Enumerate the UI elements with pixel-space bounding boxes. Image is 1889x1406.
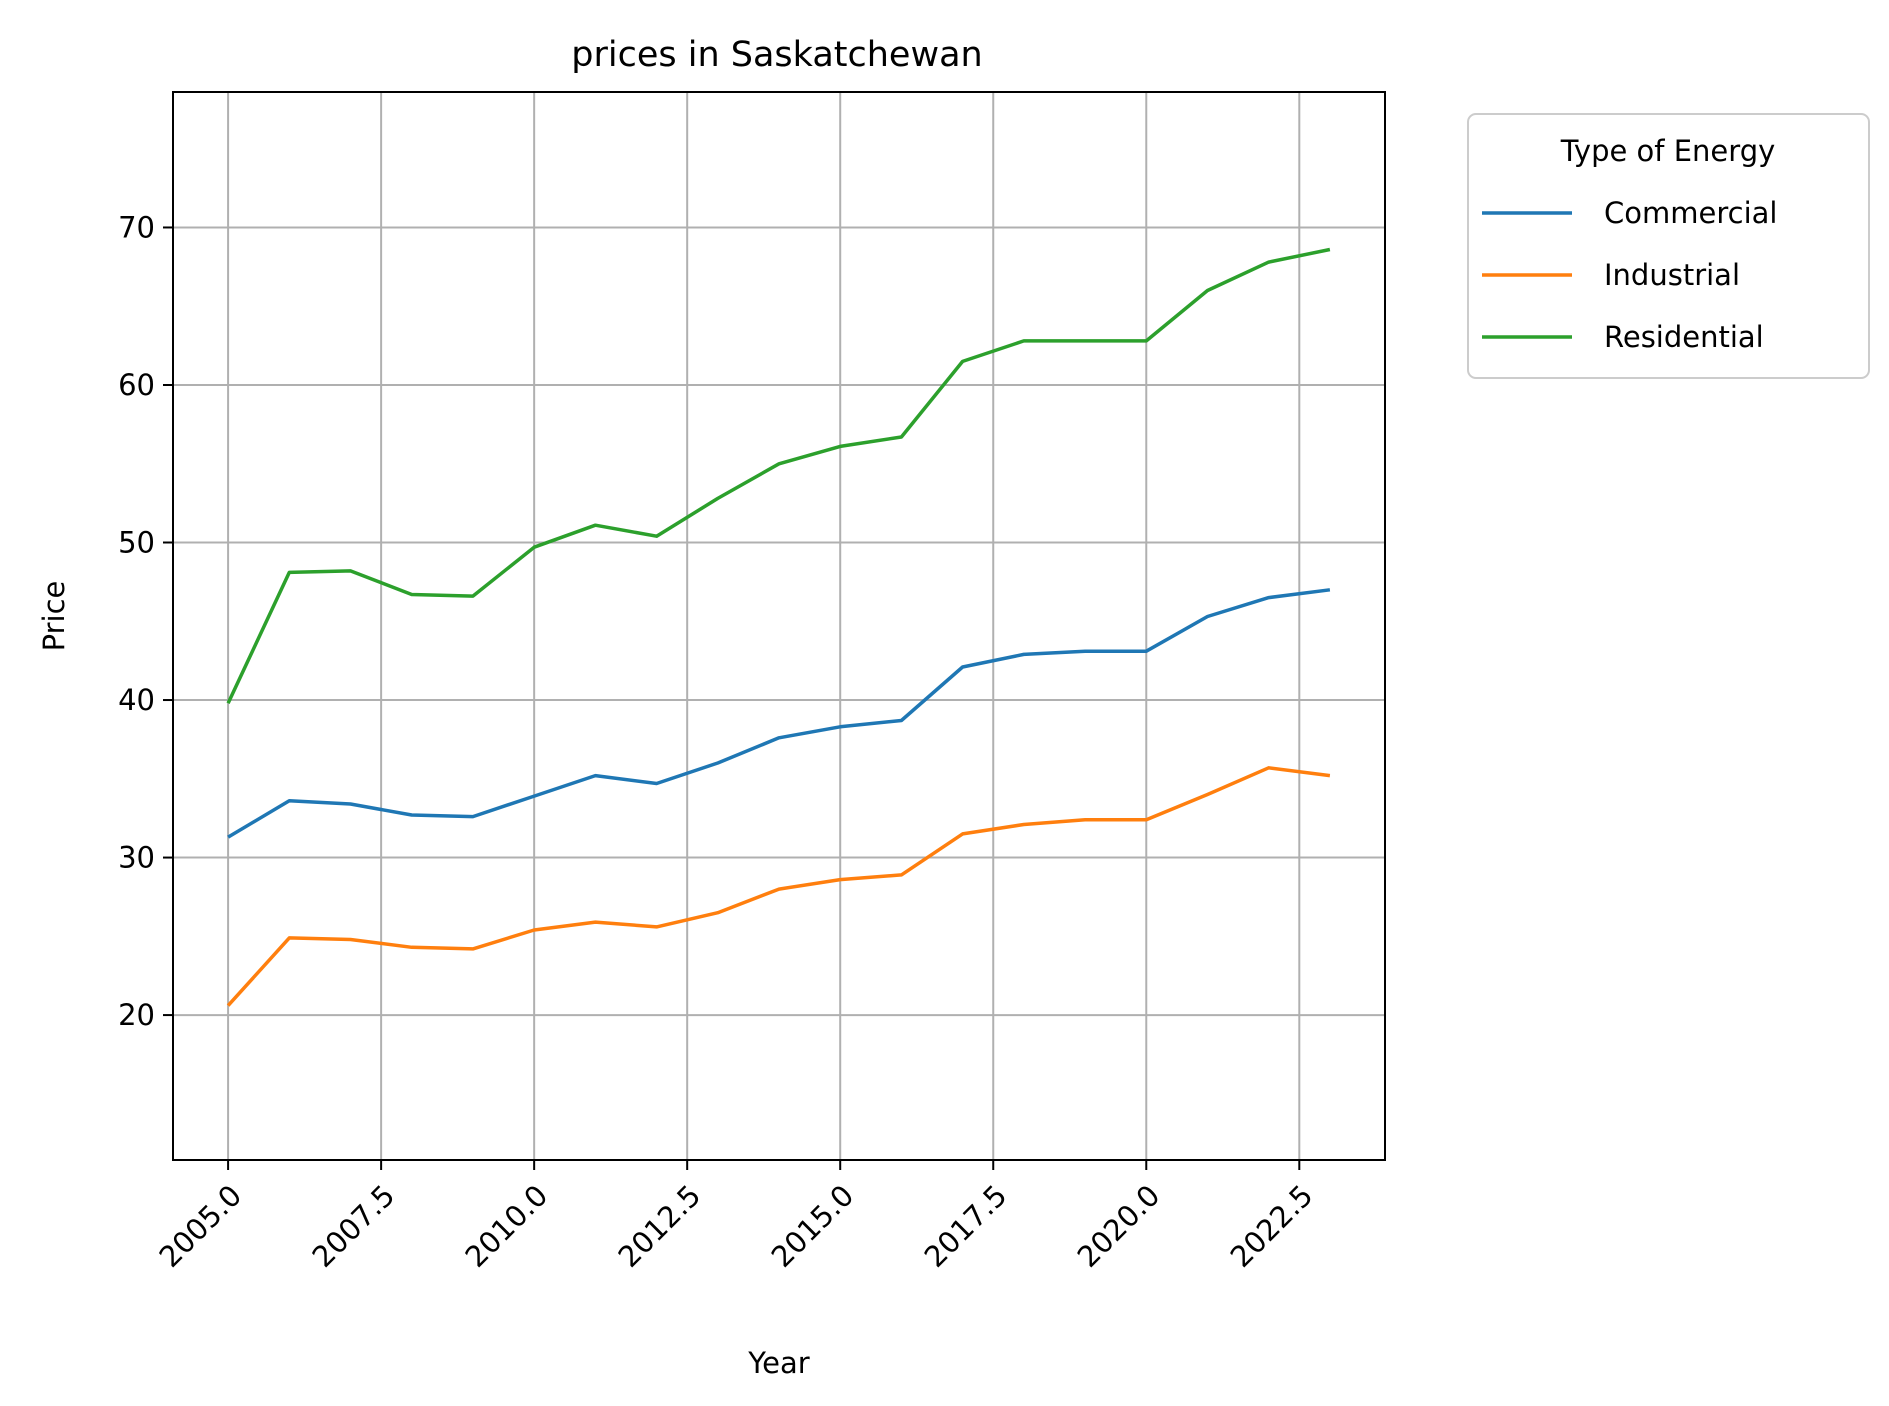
- series-line-commercial: [227, 588, 1331, 839]
- legend-label: Industrial: [1604, 258, 1740, 292]
- y-tick-label: 40: [118, 683, 155, 717]
- y-tick-label: 50: [118, 526, 155, 560]
- series-line-residential: [226, 247, 1331, 704]
- y-axis-ticks: 20 30 40 50 60 70: [118, 210, 173, 1032]
- legend: Type of Energy Commercial Industrial Resid…: [1467, 113, 1870, 379]
- grid: [173, 92, 1385, 1160]
- legend-box: [1467, 113, 1870, 379]
- legend-title: Type of Energy: [1560, 134, 1776, 168]
- plot-frame: [172, 91, 1386, 1161]
- y-tick-label: 70: [118, 210, 155, 244]
- y-axis-label: Price: [37, 581, 71, 652]
- chart-title: prices in Saskatchewan: [571, 35, 982, 75]
- y-tick-label: 30: [118, 841, 155, 875]
- legend-entries: Commercial Industrial Residential: [1482, 196, 1777, 354]
- x-axis-label: Year: [747, 1346, 809, 1380]
- y-tick-label: 60: [118, 368, 155, 402]
- legend-label: Residential: [1604, 320, 1764, 354]
- series-line-industrial: [226, 766, 1331, 1007]
- legend-label: Commercial: [1604, 196, 1777, 230]
- y-tick-label: 20: [118, 998, 155, 1032]
- series-lines: [226, 247, 1331, 1007]
